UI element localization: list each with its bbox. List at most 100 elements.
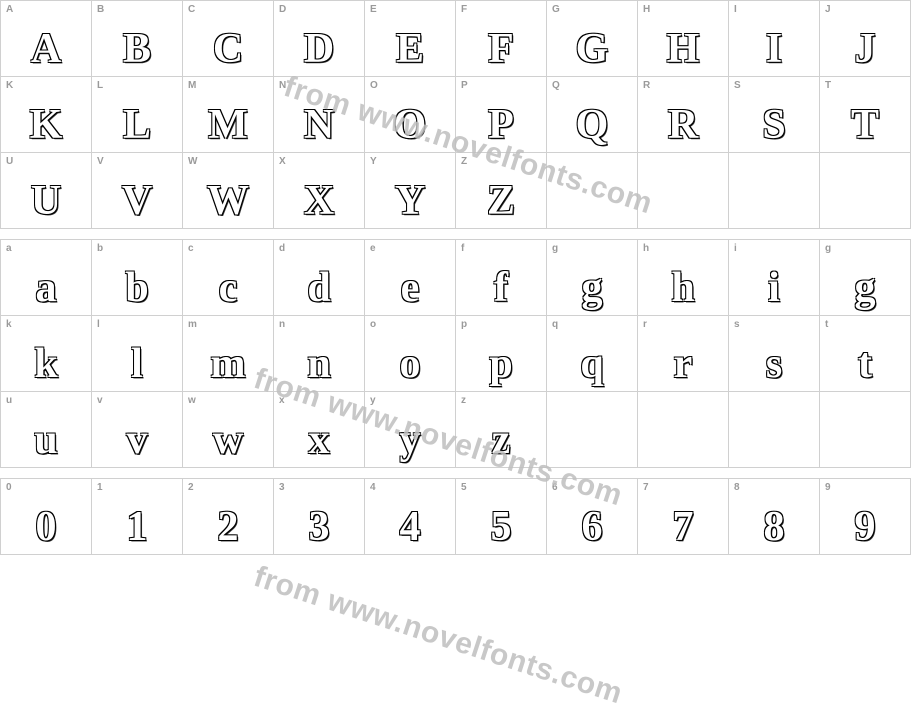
cell-label: Y [370, 156, 377, 167]
cell-glyph: d [307, 267, 330, 309]
glyph-cell: zz [456, 392, 547, 468]
cell-glyph: b [125, 267, 148, 309]
section-uppercase: AABBCCDDEEFFGGHHIIJJKKLLMMNNOOPPQQRRSSTT… [0, 0, 911, 229]
cell-label: U [6, 156, 13, 167]
glyph-cell: 99 [820, 479, 911, 555]
glyph-cell: XX [274, 153, 365, 229]
cell-glyph: Z [487, 180, 515, 222]
cell-label: E [370, 4, 377, 15]
cell-label: O [370, 80, 378, 91]
empty-cell [729, 392, 820, 468]
glyph-cell: MM [183, 77, 274, 153]
cell-label: I [734, 4, 737, 15]
cell-label: K [6, 80, 13, 91]
empty-cell [638, 392, 729, 468]
glyph-cell: uu [1, 392, 92, 468]
cell-glyph: x [309, 419, 330, 461]
glyph-cell: xx [274, 392, 365, 468]
cell-glyph: S [762, 104, 785, 146]
cell-glyph: 6 [582, 506, 603, 548]
glyph-cell: mm [183, 316, 274, 392]
cell-label: R [643, 80, 650, 91]
glyph-cell: bb [92, 240, 183, 316]
glyph-cell: vv [92, 392, 183, 468]
cell-label: B [97, 4, 104, 15]
glyph-cell: II [729, 1, 820, 77]
cell-label: d [279, 243, 285, 254]
cell-glyph: U [31, 180, 61, 222]
section-lowercase: aabbccddeeffgghhiiggkkllmmnnooppqqrrsstt… [0, 239, 911, 468]
glyph-cell: WW [183, 153, 274, 229]
cell-label: 4 [370, 482, 376, 493]
cell-glyph: R [668, 104, 698, 146]
cell-glyph: P [488, 104, 514, 146]
cell-label: z [461, 395, 466, 406]
cell-glyph: 4 [400, 506, 421, 548]
cell-label: n [279, 319, 285, 330]
cell-glyph: v [127, 419, 148, 461]
cell-label: e [370, 243, 376, 254]
cell-label: w [188, 395, 196, 406]
cell-glyph: B [123, 28, 151, 70]
cell-glyph: t [858, 343, 872, 385]
cell-label: A [6, 4, 13, 15]
cell-label: u [6, 395, 12, 406]
cell-label: W [188, 156, 197, 167]
cell-glyph: l [131, 343, 143, 385]
cell-label: 9 [825, 482, 831, 493]
cell-label: l [97, 319, 100, 330]
cell-label: k [6, 319, 12, 330]
cell-glyph: G [576, 28, 609, 70]
cell-glyph: J [855, 28, 876, 70]
glyph-cell: yy [365, 392, 456, 468]
cell-label: N [279, 80, 286, 91]
glyph-cell: PP [456, 77, 547, 153]
glyph-cell: RR [638, 77, 729, 153]
glyph-cell: pp [456, 316, 547, 392]
glyph-cell: ss [729, 316, 820, 392]
cell-label: p [461, 319, 467, 330]
cell-glyph: 5 [491, 506, 512, 548]
glyph-cell: ee [365, 240, 456, 316]
cell-label: 8 [734, 482, 740, 493]
cell-glyph: F [488, 28, 514, 70]
cell-glyph: V [122, 180, 152, 222]
cell-label: M [188, 80, 196, 91]
empty-cell [729, 153, 820, 229]
glyph-cell: gg [547, 240, 638, 316]
cell-label: L [97, 80, 103, 91]
cell-glyph: K [30, 104, 63, 146]
cell-glyph: 0 [36, 506, 57, 548]
cell-glyph: W [207, 180, 249, 222]
empty-cell [820, 153, 911, 229]
glyph-cell: qq [547, 316, 638, 392]
cell-label: X [279, 156, 286, 167]
glyph-cell: NN [274, 77, 365, 153]
cell-glyph: o [400, 343, 421, 385]
cell-glyph: q [580, 343, 603, 385]
glyph-cell: AA [1, 1, 92, 77]
cell-label: T [825, 80, 831, 91]
section-spacer [0, 468, 911, 478]
glyph-cell: BB [92, 1, 183, 77]
cell-glyph: k [34, 343, 57, 385]
glyph-cell: 88 [729, 479, 820, 555]
glyph-cell: 77 [638, 479, 729, 555]
font-glyph-chart: AABBCCDDEEFFGGHHIIJJKKLLMMNNOOPPQQRRSSTT… [0, 0, 911, 555]
cell-glyph: g [855, 267, 876, 309]
glyph-cell: FF [456, 1, 547, 77]
glyph-cell: 00 [1, 479, 92, 555]
cell-glyph: z [492, 419, 511, 461]
cell-glyph: 7 [673, 506, 694, 548]
cell-glyph: y [400, 419, 421, 461]
cell-glyph: A [31, 28, 61, 70]
cell-glyph: 8 [764, 506, 785, 548]
glyph-cell: cc [183, 240, 274, 316]
glyph-cell: GG [547, 1, 638, 77]
glyph-cell: ff [456, 240, 547, 316]
glyph-cell: OO [365, 77, 456, 153]
glyph-cell: QQ [547, 77, 638, 153]
empty-cell [638, 153, 729, 229]
cell-label: C [188, 4, 195, 15]
cell-label: 2 [188, 482, 194, 493]
